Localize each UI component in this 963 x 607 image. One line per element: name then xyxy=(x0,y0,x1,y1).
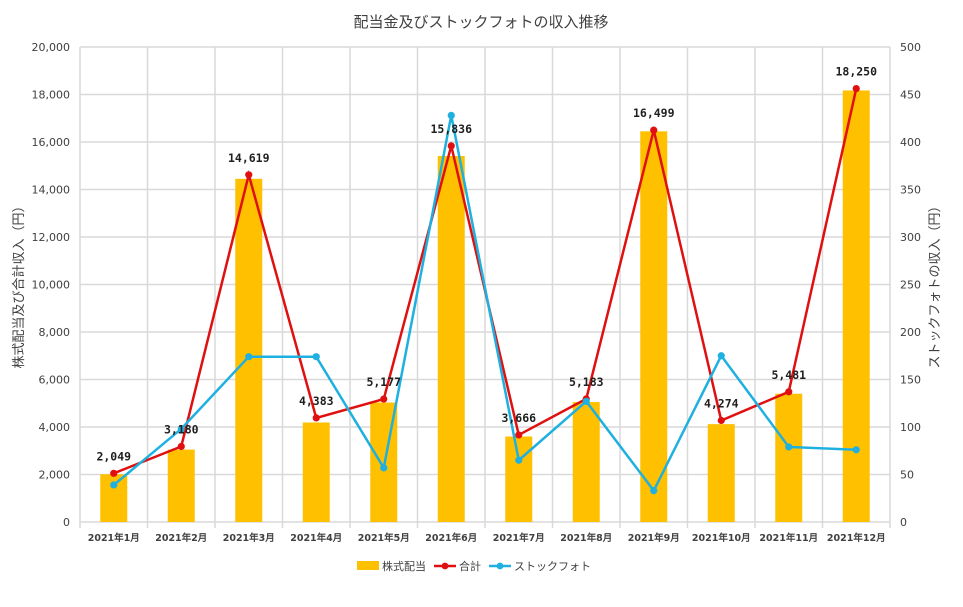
chart-title: 配当金及びストックフォトの収入推移 xyxy=(353,13,608,31)
y-tick-label-right: 450 xyxy=(900,89,921,102)
data-point xyxy=(380,395,388,403)
bar-series xyxy=(100,90,870,523)
x-tick-label: 2021年4月 xyxy=(290,532,342,544)
data-point xyxy=(650,126,658,134)
data-point xyxy=(852,446,860,454)
data-label: 15,836 xyxy=(430,122,472,136)
bar xyxy=(775,393,803,522)
data-point xyxy=(312,414,320,422)
data-point xyxy=(785,388,793,396)
x-tick-label: 2021年8月 xyxy=(560,532,612,544)
legend-swatch xyxy=(357,561,379,570)
data-labels: 2,049 3,180 14,619 4,383 5,177 15,836 3,666 5,1… xyxy=(96,65,877,464)
bar xyxy=(505,436,533,522)
x-tick-label: 2021年5月 xyxy=(358,532,410,544)
y-tick-label-left: 0 xyxy=(63,516,70,529)
data-point xyxy=(785,443,793,451)
legend-label: 合計 xyxy=(459,559,481,573)
y-tick-label-left: 18,000 xyxy=(32,89,71,102)
data-label: 5,481 xyxy=(771,368,806,382)
data-label: 2,049 xyxy=(96,449,131,463)
bar xyxy=(842,90,870,523)
y-tick-label-left: 10,000 xyxy=(32,279,71,292)
x-tick-label: 2021年3月 xyxy=(223,532,275,544)
data-point xyxy=(110,469,118,477)
y-tick-label-right: 300 xyxy=(900,231,921,244)
y-tick-label-right: 350 xyxy=(900,184,921,197)
data-point xyxy=(245,353,253,361)
bar xyxy=(235,178,263,522)
y-tick-label-left: 8,000 xyxy=(39,326,71,339)
y-axis-label-right: ストックフォトの収入（円） xyxy=(928,199,943,368)
legend: 株式配当 合計 ストックフォト xyxy=(357,559,591,573)
y-tick-label-left: 16,000 xyxy=(32,136,71,149)
y-tick-label-right: 150 xyxy=(900,374,921,387)
y-tick-label-left: 14,000 xyxy=(32,184,71,197)
data-point xyxy=(447,111,455,119)
data-point xyxy=(447,142,455,150)
data-point xyxy=(110,481,118,489)
bar xyxy=(437,156,465,522)
legend-swatch-marker xyxy=(496,562,504,570)
x-tick-label: 2021年12月 xyxy=(827,532,886,544)
y-axis-label-left: 株式配当及び合計収入（円） xyxy=(11,199,27,368)
data-label: 3,180 xyxy=(164,422,199,436)
data-label: 16,499 xyxy=(633,106,675,120)
series-line xyxy=(112,115,857,494)
y-tick-label-right: 50 xyxy=(900,469,914,482)
bar xyxy=(707,424,735,522)
data-label: 5,183 xyxy=(569,375,604,389)
data-point xyxy=(515,431,523,439)
y-tick-label-right: 0 xyxy=(900,516,907,529)
bar xyxy=(302,422,330,522)
x-tick-label: 2021年1月 xyxy=(88,532,140,544)
y-tick-label-right: 200 xyxy=(900,326,921,339)
x-tick-label: 2021年2月 xyxy=(155,532,207,544)
y-tick-label-left: 6,000 xyxy=(39,374,71,387)
data-label: 3,666 xyxy=(501,411,536,425)
data-point xyxy=(515,456,523,464)
data-point xyxy=(177,442,185,451)
bar xyxy=(167,449,195,522)
y-tick-label-right: 500 xyxy=(900,41,921,54)
data-point xyxy=(717,416,725,425)
bar xyxy=(640,131,668,522)
y-tick-label-right: 400 xyxy=(900,136,921,149)
data-point xyxy=(650,487,658,495)
bar xyxy=(572,402,600,522)
data-label: 5,177 xyxy=(366,375,401,389)
data-label: 18,250 xyxy=(835,65,877,79)
data-point xyxy=(177,425,185,433)
y-tick-label-left: 4,000 xyxy=(39,421,71,434)
data-label: 4,383 xyxy=(299,394,334,408)
y-tick-label-left: 2,000 xyxy=(39,469,71,482)
data-point xyxy=(245,171,253,179)
x-tick-label: 2021年11月 xyxy=(759,532,818,544)
data-point xyxy=(380,464,388,472)
y-tick-label-left: 12,000 xyxy=(32,231,71,244)
data-point xyxy=(852,84,860,93)
line-series xyxy=(110,84,860,495)
tick-labels: 0 0 2,000 50 4,000 100 6,000 150 8,000 200 10,000 2… xyxy=(32,41,922,544)
data-label: 14,619 xyxy=(228,151,270,165)
x-tick-label: 2021年9月 xyxy=(628,532,680,544)
data-point xyxy=(717,352,725,360)
y-tick-label-right: 250 xyxy=(900,279,921,292)
legend-label: ストックフォト xyxy=(514,560,591,573)
data-label: 4,274 xyxy=(704,396,739,410)
data-point xyxy=(582,397,590,405)
y-tick-label-left: 20,000 xyxy=(32,41,71,54)
x-tick-label: 2021年7月 xyxy=(493,532,545,544)
x-tick-label: 2021年6月 xyxy=(425,532,477,544)
y-tick-label-right: 100 xyxy=(900,421,921,434)
legend-label: 株式配当 xyxy=(382,559,426,573)
legend-swatch-marker xyxy=(441,562,449,570)
data-point xyxy=(312,353,320,361)
x-tick-label: 2021年10月 xyxy=(692,532,751,544)
